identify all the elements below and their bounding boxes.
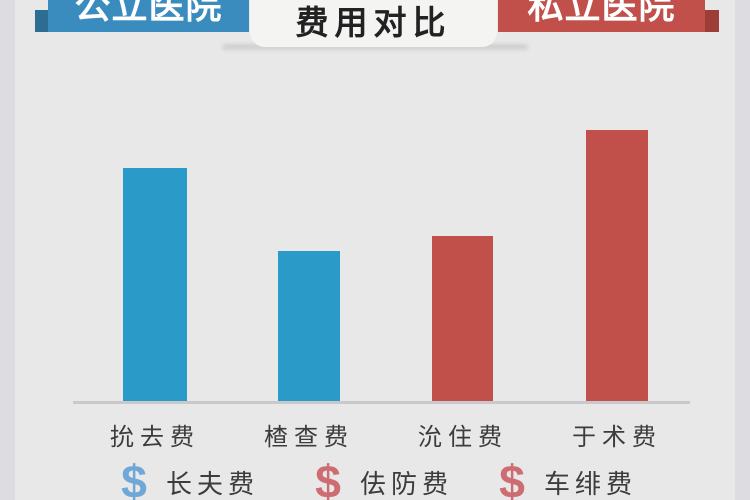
svg-text:$: $ <box>499 463 525 500</box>
svg-text:$: $ <box>121 463 147 500</box>
svg-text:$: $ <box>315 463 341 500</box>
